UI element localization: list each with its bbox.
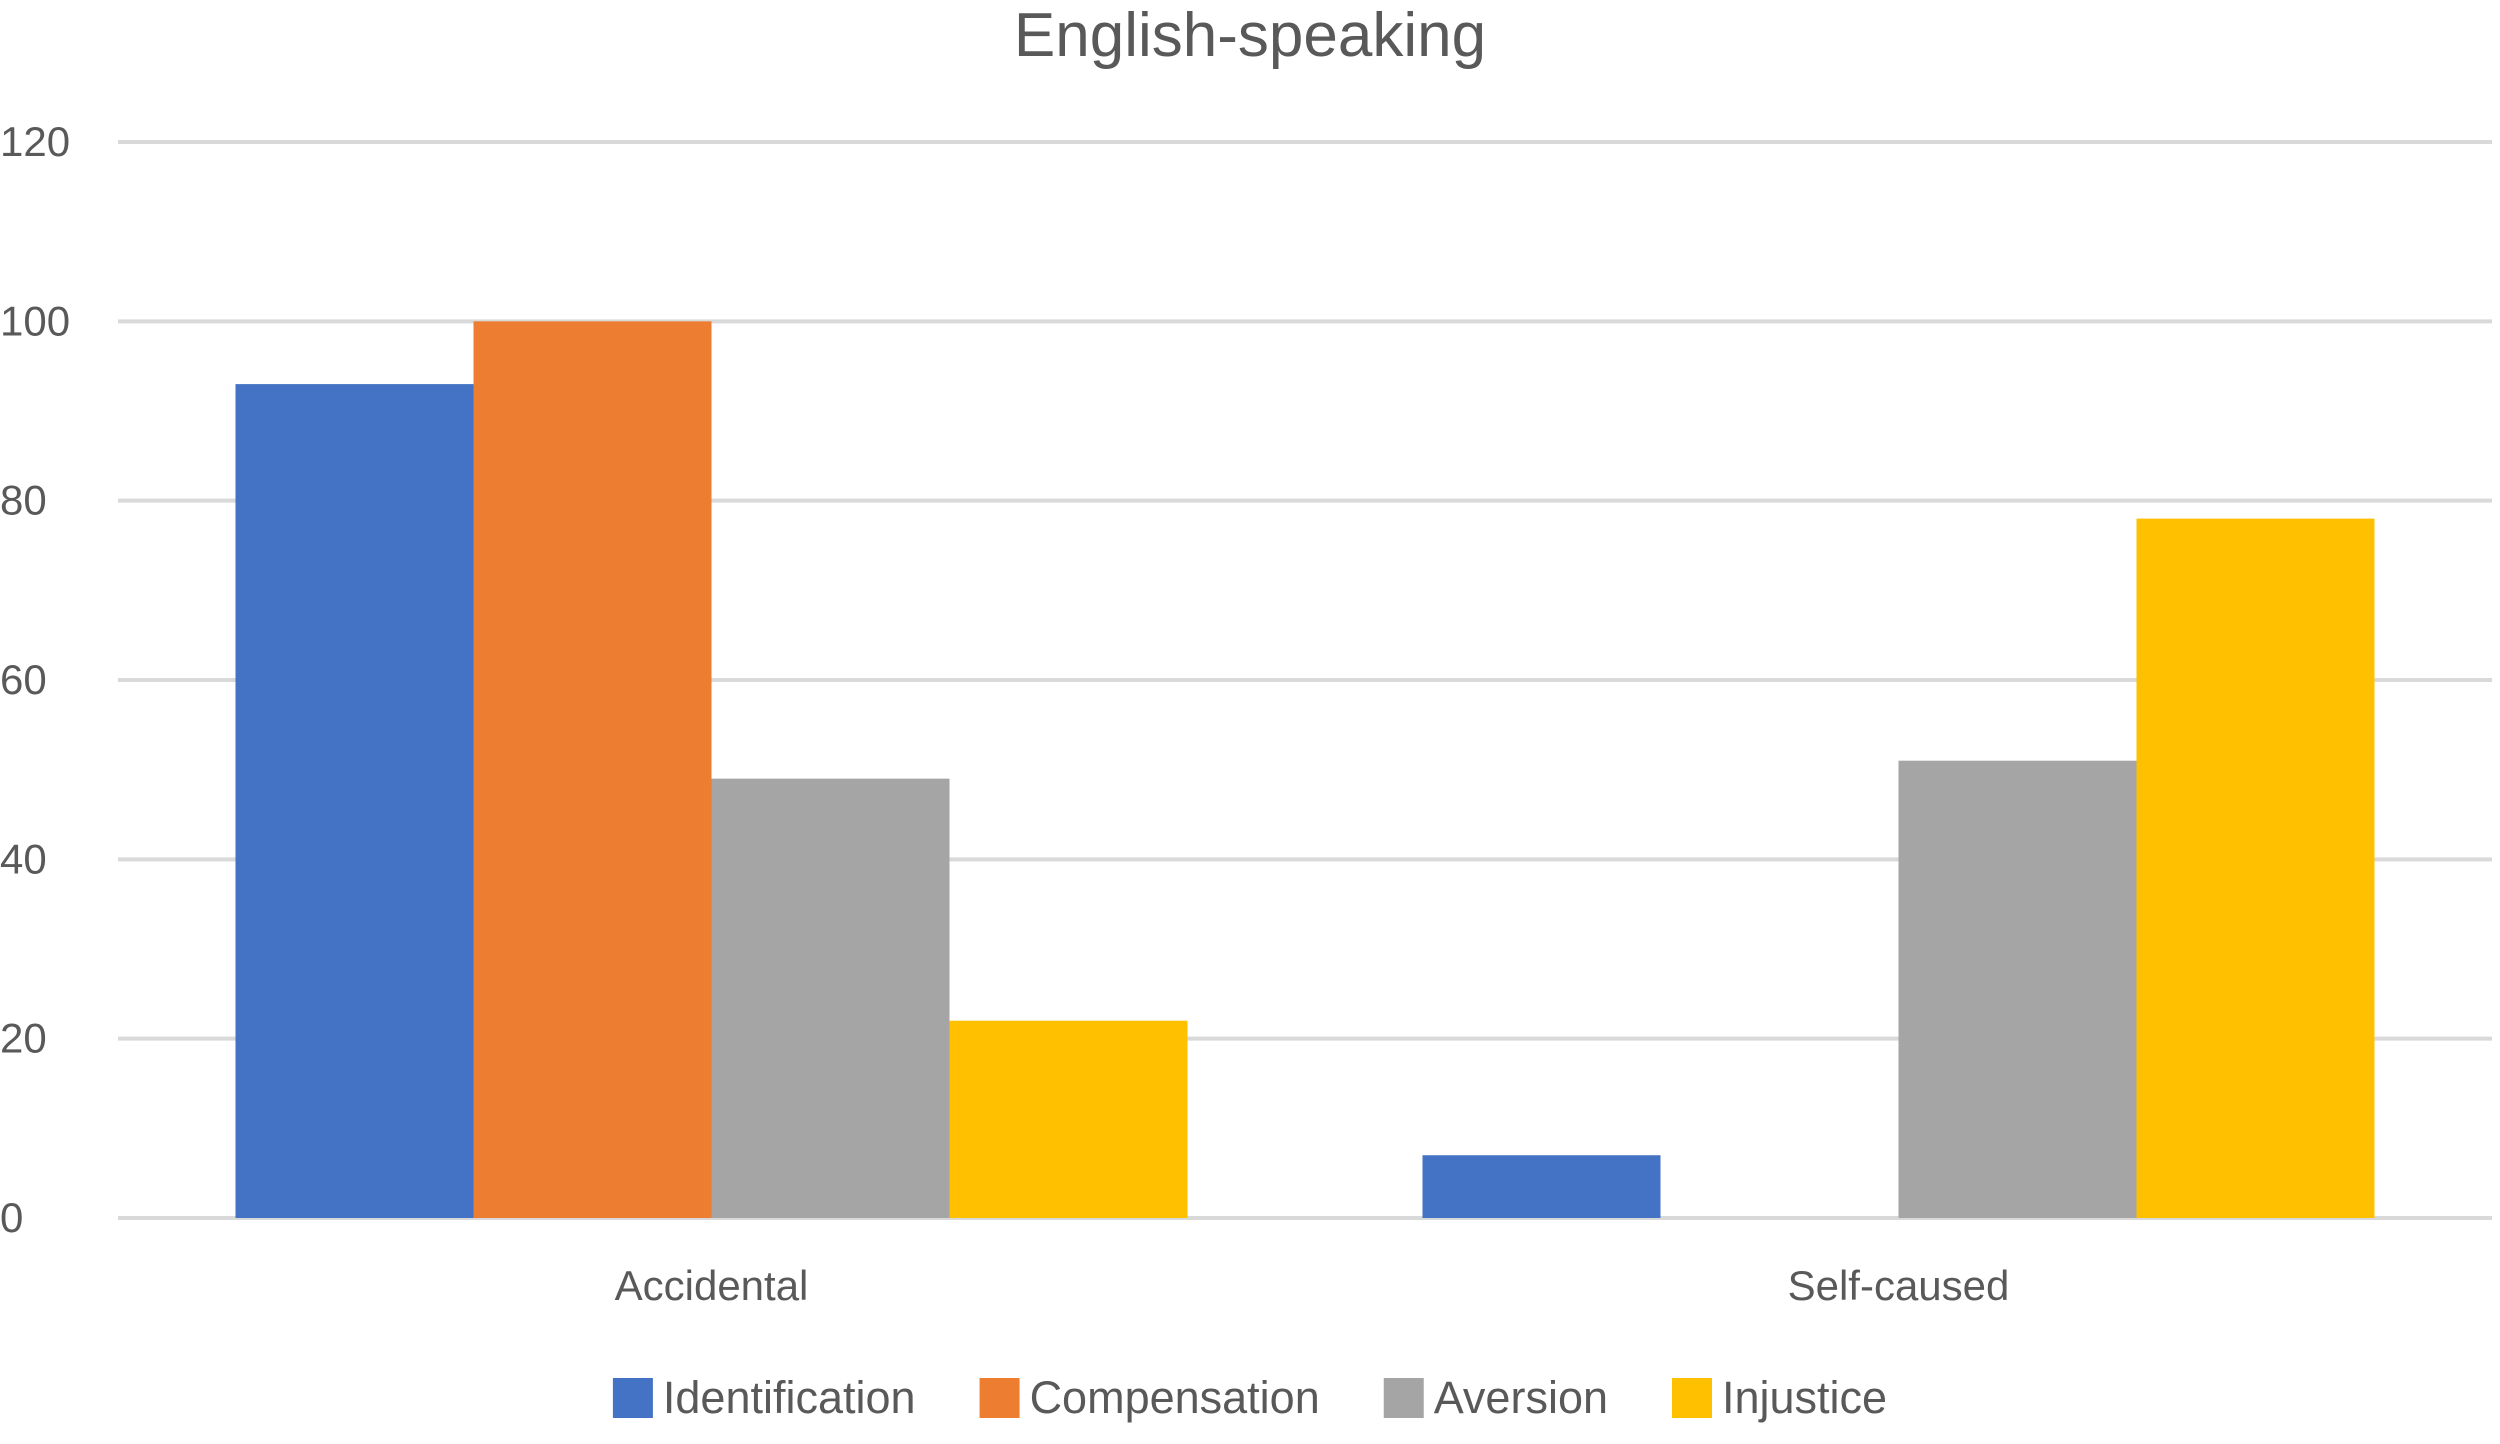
y-tick-label: 40	[0, 835, 47, 882]
y-tick-label: 100	[0, 297, 70, 344]
x-category-label: Accidental	[615, 1262, 809, 1309]
legend-item: Identification	[612, 1372, 916, 1423]
y-axis: 0 20 40 60 80 100 120	[0, 118, 70, 1241]
legend-swatch	[979, 1378, 1020, 1418]
x-category-label: Self-caused	[1788, 1262, 2010, 1309]
bar-identification-accidental	[235, 384, 474, 1219]
y-tick-label: 20	[0, 1015, 47, 1062]
bar-injustice-self-caused	[2136, 518, 2375, 1218]
y-tick-label: 60	[0, 656, 47, 703]
legend-label: Injustice	[1722, 1372, 1887, 1423]
y-tick-label: 0	[0, 1194, 23, 1241]
bar-identification-self-caused	[1422, 1155, 1661, 1218]
legend-item: Injustice	[1672, 1372, 1887, 1423]
bar-aversion-accidental	[711, 778, 950, 1218]
legend-label: Identification	[663, 1372, 916, 1423]
bar-injustice-accidental	[949, 1020, 1188, 1218]
y-tick-label: 120	[0, 118, 70, 165]
legend-swatch	[612, 1378, 653, 1418]
legend-label: Compensation	[1030, 1372, 1320, 1423]
legend: Identification Compensation Aversion Injust…	[612, 1372, 1887, 1423]
legend-label: Aversion	[1434, 1372, 1608, 1423]
x-axis: Accidental Self-caused	[615, 1262, 2010, 1309]
chart-title: English-speaking	[1014, 1, 1486, 70]
legend-item: Compensation	[979, 1372, 1320, 1423]
legend-swatch	[1383, 1378, 1424, 1418]
bar-aversion-self-caused	[1898, 760, 2137, 1218]
legend-item: Aversion	[1383, 1372, 1608, 1423]
bars	[235, 321, 2375, 1219]
legend-swatch	[1672, 1378, 1713, 1418]
bar-compensation-accidental	[473, 321, 712, 1218]
y-tick-label: 80	[0, 477, 47, 524]
